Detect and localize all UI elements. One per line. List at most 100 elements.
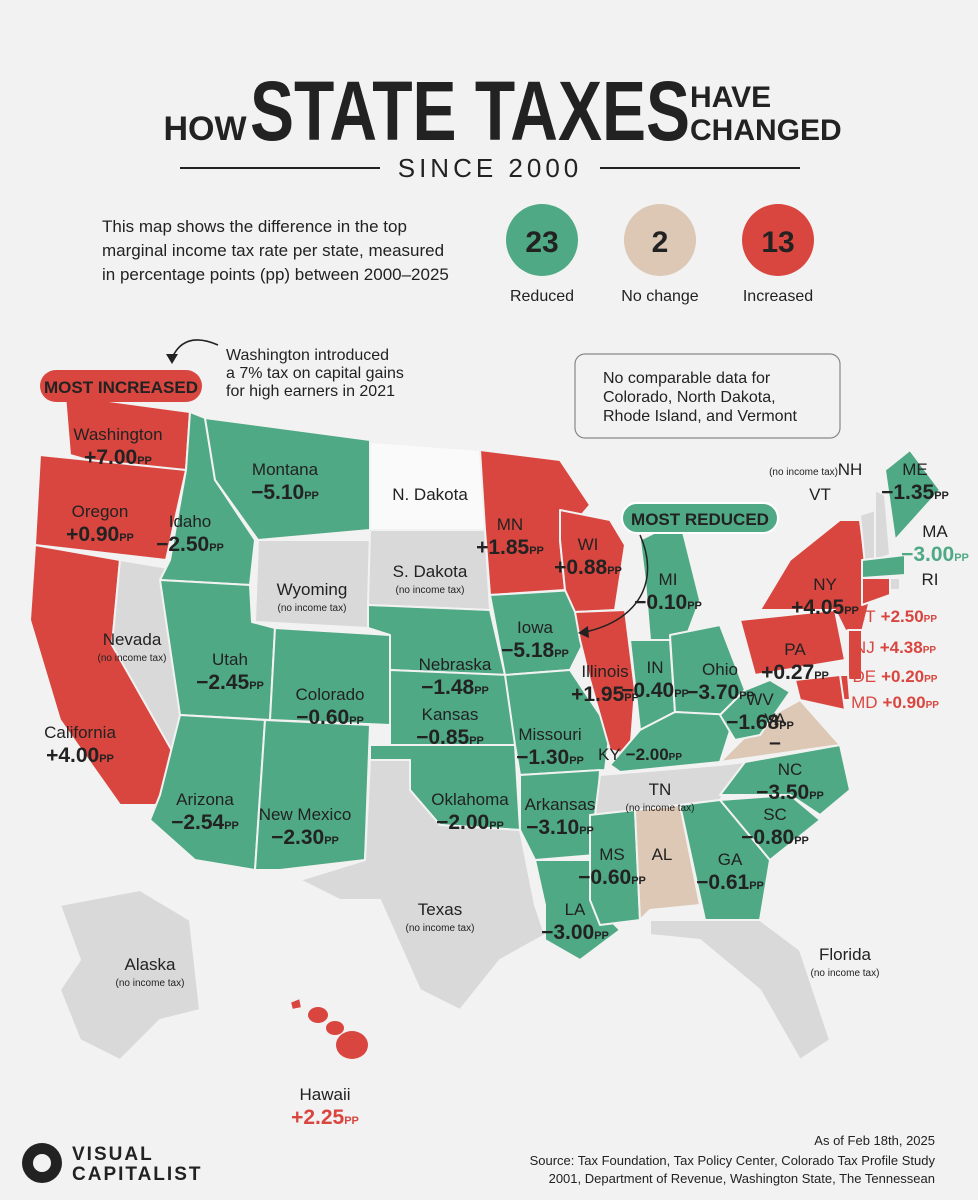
summary-count: 23 [525, 226, 558, 259]
state-name: IN [647, 658, 664, 677]
state-name: Missouri [518, 725, 581, 744]
state-value: +4.05 [791, 596, 844, 619]
state-shape [336, 1031, 368, 1059]
state-value: +0.90PP [66, 523, 134, 546]
state-value: +1.95 [571, 683, 624, 706]
badge-text: MOST REDUCED [631, 510, 769, 529]
intro: This map shows the difference in the top… [102, 217, 449, 284]
note-line: No comparable data for [603, 370, 771, 387]
state-unit: PP [474, 685, 489, 697]
state-value: −1.30 [516, 746, 569, 769]
state-name: MD [851, 693, 877, 712]
state-shape [847, 629, 863, 681]
state-value: +0.90 [883, 693, 926, 712]
state-name: WI [578, 535, 599, 554]
state-value: −0.60 [578, 866, 631, 889]
state-value: −0.61PP [696, 871, 764, 894]
state-value: +0.90 [66, 523, 119, 546]
state-value: −2.45PP [196, 671, 264, 694]
state-unit: PP [569, 755, 584, 767]
state-unit: PP [809, 790, 824, 802]
state-shape [719, 679, 791, 741]
state-value: −3.50PP [756, 781, 824, 804]
state-shape [308, 1007, 328, 1023]
state-note: (no income tax) [769, 467, 838, 478]
state-shape [504, 669, 611, 776]
state-value: −3.00 [541, 921, 594, 944]
state-value: −5.18 [501, 639, 554, 662]
state-name: Nebraska [419, 655, 492, 674]
summary-circle [624, 204, 696, 276]
state-value: −1.35PP [881, 481, 949, 504]
state-name: NC [778, 760, 803, 779]
state-note: (no income tax) [811, 968, 880, 979]
state-unit: PP [924, 614, 938, 625]
state-shape [649, 919, 831, 1061]
state-value: −1.68 [726, 711, 779, 734]
state-value: −2.45 [196, 671, 249, 694]
state-value: −1.48 [421, 676, 474, 699]
state-name: TN [649, 780, 672, 799]
state-value: −0.85 [416, 726, 469, 749]
source: 2001, Department of Revenue, Washington … [549, 1171, 935, 1186]
state-unit: PP [779, 720, 794, 732]
state-name: Arkansas [525, 795, 596, 814]
state-unit: PP [209, 542, 224, 554]
state-unit: PP [249, 680, 264, 692]
badge-text: MOST INCREASED [44, 378, 198, 397]
state-shape [299, 759, 546, 1011]
state-value: +0.88PP [554, 556, 622, 579]
state-unit: PP [304, 490, 319, 502]
state-shape [874, 489, 891, 561]
state-shape [489, 589, 591, 676]
state-note: (no income tax) [396, 585, 465, 596]
brand: VISUAL [72, 1144, 154, 1165]
state-value: −3.70PP [686, 681, 754, 704]
state-name: VT [809, 485, 831, 504]
state-shape [289, 997, 303, 1011]
summary: 23 Reduced 2 No change 13 Increased [506, 204, 814, 305]
state-unit: PP [99, 753, 114, 765]
state-shape [679, 799, 771, 921]
state-unit: PP [934, 490, 949, 502]
state-name: NH [838, 460, 863, 479]
state-name: SC [763, 805, 787, 824]
state-unit: PP [631, 875, 646, 887]
state-shape [634, 804, 701, 921]
state-value: +0.27PP [761, 661, 829, 684]
state-unit: PP [224, 820, 239, 832]
state-unit: PP [844, 605, 859, 617]
labels: Washington+7.00PPOregon+0.90PPCalifornia… [44, 425, 969, 1129]
note-line: Rhode Island, and Vermont [603, 408, 797, 425]
note-line: Colorado, North Dakota, [603, 389, 776, 406]
state-label: DE +0.20PP [853, 667, 938, 686]
state-shape [739, 609, 846, 676]
state-shape [719, 744, 851, 816]
state-shape [204, 417, 371, 541]
badge [621, 502, 779, 534]
state-note: (no income tax) [406, 923, 475, 934]
state-name: MN [497, 515, 523, 534]
note-line: a 7% tax on capital gains [226, 365, 404, 382]
state-value: +0.20 [881, 667, 924, 686]
state-value: +7.00 [84, 446, 137, 469]
state-shape [884, 449, 941, 541]
state-shape [861, 554, 906, 579]
state-label: KY −2.00PP [598, 745, 682, 764]
summary-count: 13 [761, 226, 794, 259]
state-value: +1.95PP [571, 683, 639, 706]
state-value: +2.25PP [291, 1106, 359, 1129]
state-name: New Mexico [259, 805, 352, 824]
state-name: KY [598, 745, 621, 764]
state-unit: PP [954, 552, 969, 564]
state-value: −2.50PP [156, 533, 224, 556]
state-shape [34, 454, 187, 561]
state-value: −2.50 [156, 533, 209, 556]
state-name: LA [565, 900, 586, 919]
state-value: +2.50 [881, 607, 924, 626]
state-unit: PP [579, 825, 594, 837]
title-changed: CHANGED [690, 114, 842, 147]
title-have: HAVE [690, 81, 771, 114]
state-name: CT [853, 607, 876, 626]
arrow-head [578, 626, 589, 638]
